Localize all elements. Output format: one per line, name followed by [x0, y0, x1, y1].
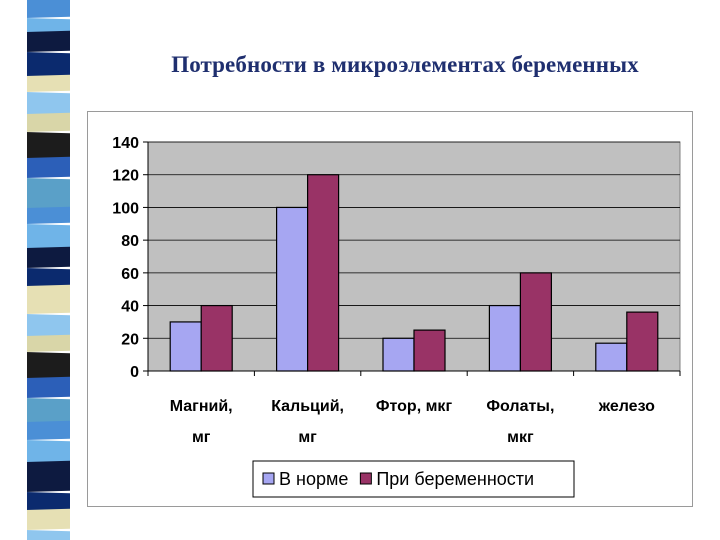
y-tick-label: 40	[121, 299, 139, 316]
strip-band	[26, 460, 70, 492]
x-category-label: мг	[298, 429, 317, 446]
bar-pregnant	[200, 304, 233, 372]
strip-band	[26, 156, 70, 178]
strip-band	[26, 334, 70, 352]
y-tick-label: 100	[112, 200, 139, 217]
x-category-label: мкг	[507, 429, 534, 446]
legend-swatch-norm	[262, 472, 275, 485]
strip-band	[26, 440, 70, 464]
bar-chart: 0 20 40 60 80 100 120 140 Магний, мг Кальций, мг Фто…	[112, 135, 681, 498]
y-tick-label: 140	[112, 135, 139, 152]
strip-band	[26, 178, 70, 210]
strip-band	[26, 508, 70, 530]
x-category-label: железо	[598, 398, 655, 415]
x-category-label: мг	[192, 429, 211, 446]
strip-band	[26, 314, 70, 338]
bar-norm	[595, 342, 628, 372]
y-tick-label: 80	[121, 233, 139, 250]
strip-band	[26, 112, 70, 132]
strip-band	[26, 492, 70, 512]
strip-band	[26, 284, 70, 314]
y-tick-label: 120	[112, 168, 139, 185]
legend-label-pregnant: При беременности	[376, 469, 534, 489]
y-axis: 0 20 40 60 80 100 120 140	[112, 135, 148, 381]
y-tick-label: 20	[121, 331, 139, 348]
strip-band	[26, 530, 70, 540]
strip-band	[26, 74, 70, 92]
strip-band	[26, 398, 70, 424]
bar-norm	[276, 206, 309, 372]
strip-left-margin	[0, 0, 27, 540]
x-category-label: Фолаты,	[486, 398, 554, 415]
bar-norm	[169, 321, 202, 372]
y-tick-label: 60	[121, 266, 139, 283]
bar-pregnant	[413, 329, 446, 372]
strip-band	[26, 30, 70, 52]
strip-band	[26, 18, 70, 34]
legend-box	[252, 460, 575, 498]
strip-band	[26, 206, 70, 224]
bar-pregnant	[626, 311, 659, 372]
bar-pregnant	[307, 174, 340, 372]
x-category-label: Кальций,	[271, 398, 344, 415]
bar-pregnant	[519, 272, 552, 372]
y-tick-label: 0	[130, 364, 139, 381]
strip-band	[26, 376, 70, 398]
strip-band	[26, 352, 70, 380]
decorative-color-strip	[0, 0, 70, 540]
x-category-label: Фтор, мкг	[376, 398, 453, 415]
legend-swatch-pregnant	[359, 472, 372, 485]
legend-label-norm: В норме	[279, 469, 348, 489]
strip-band	[26, 52, 70, 78]
strip-band	[26, 420, 70, 440]
strip-band	[26, 0, 70, 18]
x-category-label: Магний,	[170, 398, 233, 415]
chart-frame: 0 20 40 60 80 100 120 140 Магний, мг Кальций, мг Фто…	[87, 111, 693, 507]
strip-band	[26, 268, 70, 288]
bar-norm	[488, 304, 521, 372]
slide-title: Потребности в микроэлементах беременных	[171, 52, 639, 77]
strip-band	[26, 132, 70, 160]
legend: В норме При беременности	[252, 460, 575, 498]
strip-band	[26, 246, 70, 268]
bar-norm	[382, 337, 415, 372]
strip-band	[26, 224, 70, 250]
strip-band	[26, 92, 70, 116]
